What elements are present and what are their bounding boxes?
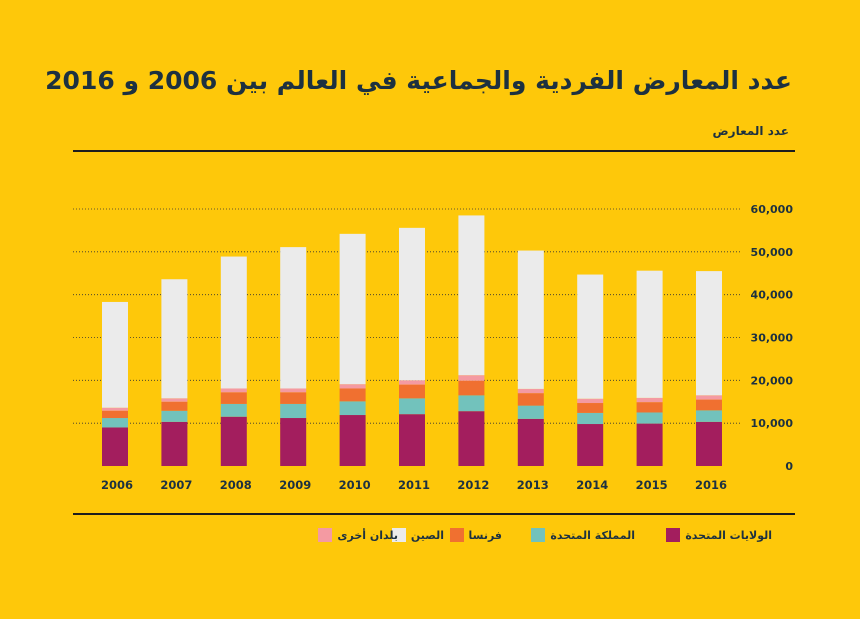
bar-segment (280, 247, 307, 389)
bar-segment (577, 403, 604, 413)
legend-swatch-usa (666, 528, 681, 542)
bar-segment (577, 398, 604, 404)
chart-title: عدد المعارض الفردية والجماعية في العالم … (45, 66, 792, 95)
bar-segment (517, 393, 544, 406)
bar-segment (102, 418, 128, 428)
bar-segment (458, 380, 485, 396)
bar-segment (280, 403, 307, 419)
legend-label-uk: المملكة المتحدة (550, 528, 635, 542)
bar-segment (696, 395, 722, 400)
x-tick-label: 2016 (695, 478, 727, 492)
y-tick-label: 20,000 (751, 374, 794, 387)
bar-segment (102, 407, 128, 411)
bar-segment (220, 388, 247, 393)
bar-segment (517, 388, 544, 394)
bar-segment (161, 401, 188, 411)
x-tick-label: 2010 (339, 478, 371, 492)
x-tick-label: 2014 (576, 478, 608, 492)
bar-segment (102, 301, 128, 408)
bar-segment (161, 398, 188, 402)
bar-segment (636, 402, 663, 413)
bar-segment (280, 418, 307, 466)
top-rule (73, 150, 795, 152)
legend-item-usa: الولايات المتحدة (666, 527, 772, 543)
bar-segment (220, 392, 247, 404)
x-tick-label: 2015 (636, 478, 668, 492)
bar-segment (399, 384, 425, 399)
bar-segment (339, 388, 366, 402)
x-tick-label: 2007 (160, 478, 192, 492)
bar-segment (458, 395, 485, 412)
legend-item-france: فرنسا (449, 527, 503, 543)
bar-segment (696, 410, 722, 422)
bar-segment (696, 271, 722, 396)
legend-swatch-other (318, 528, 333, 542)
y-tick-label: 60,000 (751, 203, 794, 216)
bar-segment (636, 423, 663, 466)
bar-segment (577, 412, 604, 425)
bar-segment (636, 270, 663, 398)
bar-segment (220, 256, 247, 389)
bar-segment (399, 227, 425, 381)
bar-segment (399, 380, 425, 385)
legend-item-uk: المملكة المتحدة (531, 527, 635, 543)
bar-segment (517, 418, 544, 466)
bar-segment (220, 416, 247, 466)
bar-segment (399, 414, 425, 466)
bar-segment (102, 410, 128, 419)
x-tick-label: 2013 (517, 478, 549, 492)
bar-segment (339, 233, 366, 385)
bar-segment (102, 427, 128, 466)
x-tick-label: 2012 (457, 478, 489, 492)
legend-label-usa: الولايات المتحدة (685, 528, 772, 542)
bar-segment (458, 411, 485, 466)
legend-swatch-france (449, 528, 464, 542)
bar-segment (280, 392, 307, 404)
bar-segment (636, 412, 663, 424)
bar-segment (696, 399, 722, 411)
bar-segment (577, 274, 604, 399)
bar-segment (399, 398, 425, 415)
y-tick-label: 30,000 (751, 332, 794, 345)
bottom-rule (73, 513, 795, 515)
bar-segment (161, 410, 188, 422)
bar-segment (458, 375, 485, 381)
bar-segment (339, 401, 366, 416)
y-tick-label: 0 (785, 460, 793, 473)
bar-segment (577, 424, 604, 466)
x-tick-label: 2009 (279, 478, 311, 492)
bar-segment (517, 405, 544, 419)
bar-segment (161, 421, 188, 466)
bar-segment (696, 421, 722, 466)
bar-segment (220, 403, 247, 417)
legend-swatch-china (391, 528, 406, 542)
bar-segment (161, 279, 188, 399)
legend-label-other: بلدان أخرى (337, 528, 398, 542)
bar-segment (280, 388, 307, 393)
y-tick-label: 40,000 (751, 289, 794, 302)
bar-segment (636, 397, 663, 403)
y-tick-label: 10,000 (751, 417, 794, 430)
x-tick-label: 2011 (398, 478, 430, 492)
legend-swatch-uk (531, 528, 546, 542)
x-tick-label: 2008 (220, 478, 252, 492)
x-tick-label: 2006 (101, 478, 133, 492)
legend-label-china: الصين (410, 528, 444, 542)
y-axis-label: عدد المعارض (712, 124, 789, 138)
bar-segment (517, 250, 544, 389)
bar-segment (339, 384, 366, 389)
legend-item-china: الصين (391, 527, 444, 543)
legend-label-france: فرنسا (468, 528, 503, 542)
bar-segment (458, 215, 485, 376)
legend-item-other: بلدان أخرى (318, 527, 398, 543)
bar-segment (339, 415, 366, 466)
y-tick-label: 50,000 (751, 246, 794, 259)
